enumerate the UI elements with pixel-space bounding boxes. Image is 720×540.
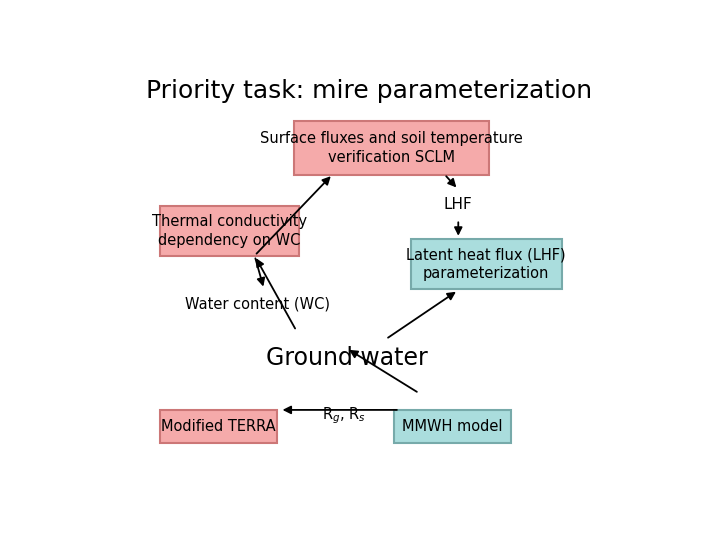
FancyBboxPatch shape <box>394 410 511 443</box>
FancyBboxPatch shape <box>160 410 277 443</box>
Text: Modified TERRA: Modified TERRA <box>161 419 276 434</box>
Text: LHF: LHF <box>444 197 472 212</box>
FancyBboxPatch shape <box>411 239 562 289</box>
Text: Priority task: mire parameterization: Priority task: mire parameterization <box>146 79 592 103</box>
Text: MMWH model: MMWH model <box>402 419 503 434</box>
Text: Water content (WC): Water content (WC) <box>185 296 330 312</box>
Text: Thermal conductivity
dependency on WC: Thermal conductivity dependency on WC <box>152 214 307 248</box>
Text: Ground water: Ground water <box>266 346 428 370</box>
Text: Latent heat flux (LHF)
parameterization: Latent heat flux (LHF) parameterization <box>406 247 566 281</box>
FancyBboxPatch shape <box>294 121 489 175</box>
Text: R$_g$, R$_s$: R$_g$, R$_s$ <box>322 406 366 427</box>
FancyBboxPatch shape <box>160 206 300 256</box>
Text: Surface fluxes and soil temperature
verification SCLM: Surface fluxes and soil temperature veri… <box>260 131 523 165</box>
